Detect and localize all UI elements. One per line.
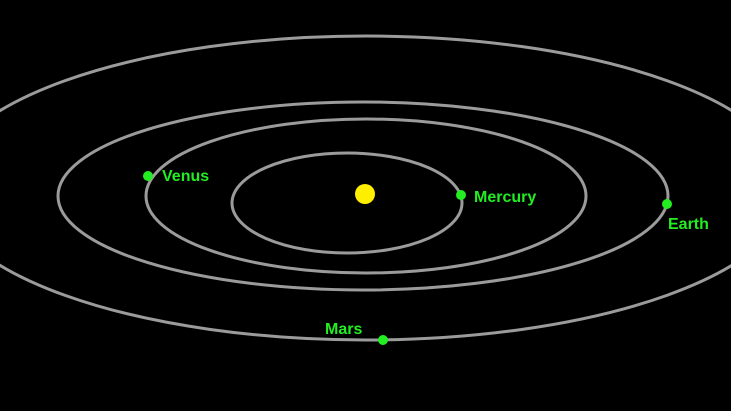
venus-dot xyxy=(143,171,153,181)
sun-icon xyxy=(355,184,375,204)
planet-mercury: Mercury xyxy=(456,189,536,206)
orbit-earth xyxy=(56,100,670,292)
earth-label: Earth xyxy=(668,216,709,233)
earth-dot xyxy=(662,199,672,209)
planet-venus: Venus xyxy=(143,168,209,185)
orbit-venus xyxy=(144,117,588,275)
mercury-label: Mercury xyxy=(474,189,536,206)
mercury-dot xyxy=(456,190,466,200)
venus-label: Venus xyxy=(162,168,209,185)
mars-dot xyxy=(378,335,388,345)
orbit-mercury xyxy=(230,151,464,255)
planet-mars: Mars xyxy=(325,321,388,345)
orbit-mars xyxy=(0,34,731,342)
planet-earth: Earth xyxy=(662,199,709,233)
mars-label: Mars xyxy=(325,321,362,338)
